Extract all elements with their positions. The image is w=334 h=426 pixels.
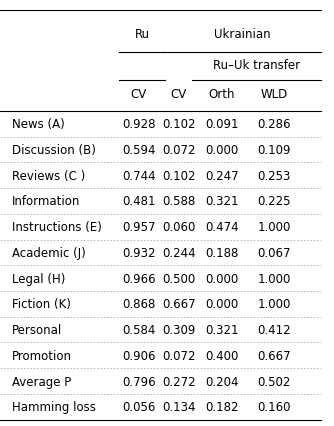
- Text: 0.000: 0.000: [205, 144, 239, 157]
- Text: WLD: WLD: [260, 87, 288, 100]
- Text: 0.102: 0.102: [162, 118, 195, 131]
- Text: 0.321: 0.321: [205, 323, 239, 336]
- Text: Legal (H): Legal (H): [12, 272, 65, 285]
- Text: 0.225: 0.225: [257, 195, 291, 208]
- Text: Ru–Uk transfer: Ru–Uk transfer: [213, 58, 300, 72]
- Text: Information: Information: [12, 195, 80, 208]
- Text: 0.502: 0.502: [257, 374, 291, 388]
- Text: 0.182: 0.182: [205, 400, 239, 413]
- Text: 0.309: 0.309: [162, 323, 195, 336]
- Text: Orth: Orth: [209, 87, 235, 100]
- Text: 0.244: 0.244: [162, 246, 195, 259]
- Text: 0.796: 0.796: [122, 374, 155, 388]
- Text: 0.247: 0.247: [205, 169, 239, 182]
- Text: 0.067: 0.067: [257, 246, 291, 259]
- Text: 0.160: 0.160: [257, 400, 291, 413]
- Text: 0.667: 0.667: [257, 349, 291, 362]
- Text: 0.481: 0.481: [122, 195, 155, 208]
- Text: 0.932: 0.932: [122, 246, 155, 259]
- Text: Instructions (E): Instructions (E): [12, 221, 102, 233]
- Text: 0.868: 0.868: [122, 298, 155, 311]
- Text: Promotion: Promotion: [12, 349, 72, 362]
- Text: Reviews (C ): Reviews (C ): [12, 169, 85, 182]
- Text: 0.966: 0.966: [122, 272, 155, 285]
- Text: Ru: Ru: [134, 28, 150, 41]
- Text: 1.000: 1.000: [257, 298, 291, 311]
- Text: 0.588: 0.588: [162, 195, 195, 208]
- Text: Academic (J): Academic (J): [12, 246, 86, 259]
- Text: Discussion (B): Discussion (B): [12, 144, 96, 157]
- Text: 0.072: 0.072: [162, 144, 195, 157]
- Text: 0.906: 0.906: [122, 349, 155, 362]
- Text: 0.060: 0.060: [162, 221, 195, 233]
- Text: Fiction (K): Fiction (K): [12, 298, 70, 311]
- Text: 0.272: 0.272: [162, 374, 195, 388]
- Text: 0.928: 0.928: [122, 118, 155, 131]
- Text: 0.204: 0.204: [205, 374, 239, 388]
- Text: 0.321: 0.321: [205, 195, 239, 208]
- Text: News (A): News (A): [12, 118, 64, 131]
- Text: 1.000: 1.000: [257, 221, 291, 233]
- Text: 0.957: 0.957: [122, 221, 155, 233]
- Text: 1.000: 1.000: [257, 272, 291, 285]
- Text: 0.000: 0.000: [205, 272, 239, 285]
- Text: Hamming loss: Hamming loss: [12, 400, 96, 413]
- Text: Ukrainian: Ukrainian: [214, 28, 271, 41]
- Text: 0.744: 0.744: [122, 169, 155, 182]
- Text: 0.000: 0.000: [205, 298, 239, 311]
- Text: 0.667: 0.667: [162, 298, 195, 311]
- Text: 0.072: 0.072: [162, 349, 195, 362]
- Text: 0.253: 0.253: [257, 169, 291, 182]
- Text: 0.412: 0.412: [257, 323, 291, 336]
- Text: CV: CV: [171, 87, 187, 100]
- Text: Average P: Average P: [12, 374, 71, 388]
- Text: 0.056: 0.056: [122, 400, 155, 413]
- Text: 0.134: 0.134: [162, 400, 195, 413]
- Text: Personal: Personal: [12, 323, 62, 336]
- Text: 0.500: 0.500: [162, 272, 195, 285]
- Text: 0.188: 0.188: [205, 246, 239, 259]
- Text: 0.286: 0.286: [257, 118, 291, 131]
- Text: 0.091: 0.091: [205, 118, 239, 131]
- Text: 0.474: 0.474: [205, 221, 239, 233]
- Text: 0.594: 0.594: [122, 144, 155, 157]
- Text: 0.102: 0.102: [162, 169, 195, 182]
- Text: 0.109: 0.109: [257, 144, 291, 157]
- Text: 0.400: 0.400: [205, 349, 239, 362]
- Text: 0.584: 0.584: [122, 323, 155, 336]
- Text: CV: CV: [131, 87, 147, 100]
